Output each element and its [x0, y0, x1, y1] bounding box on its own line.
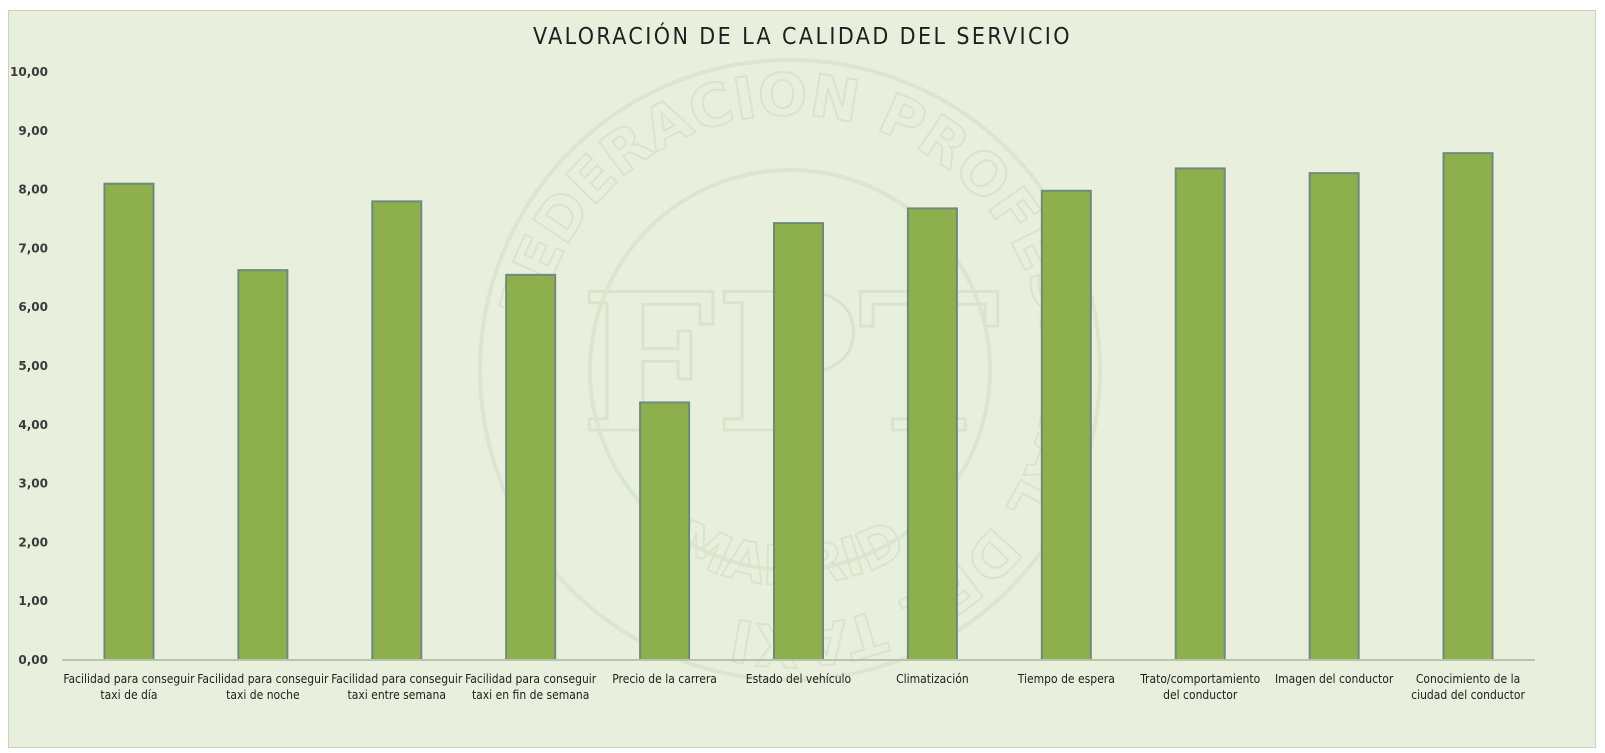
- y-tick-label: 3,00: [18, 477, 48, 491]
- x-tick-label: Tiempo de espera: [1017, 672, 1115, 686]
- x-tick-label: Facilidad para conseguir taxi de día: [63, 672, 195, 702]
- x-tick-label: Precio de la carrera: [612, 672, 717, 686]
- y-tick-label: 6,00: [18, 300, 48, 314]
- x-tick-label: Facilidad para conseguir taxi de noche: [197, 672, 329, 702]
- bar: [1174, 167, 1226, 661]
- x-tick-label: Trato/comportamiento del conductor: [1140, 672, 1261, 702]
- y-tick-label: 1,00: [18, 594, 48, 608]
- bar: [639, 401, 691, 661]
- y-tick-label: 2,00: [18, 535, 48, 549]
- y-tick-label: 5,00: [18, 359, 48, 373]
- x-tick-label: Imagen del conductor: [1274, 672, 1394, 686]
- y-tick-label: 8,00: [18, 183, 48, 197]
- y-tick-label: 7,00: [18, 241, 48, 255]
- x-tick-label: Facilidad para conseguir taxi en fin de …: [465, 672, 597, 702]
- bar: [773, 222, 824, 661]
- y-tick-label: 4,00: [18, 418, 48, 432]
- x-tick-label: Estado del vehículo: [745, 672, 852, 686]
- bar: [1308, 172, 1360, 662]
- bar: [1040, 189, 1092, 661]
- bar: [103, 182, 155, 661]
- x-tick-label: Facilidad para conseguir taxi entre sema…: [331, 672, 463, 702]
- y-axis: 0,00 1,00 2,00 3,00 4,00 5,00 6,00 7,00 8,00 9,00…: [10, 65, 48, 667]
- bar: [237, 269, 289, 661]
- bars: [103, 152, 1494, 662]
- x-tick-label: Conocimiento de la ciudad del conductor: [1411, 672, 1525, 702]
- bar: [1442, 152, 1494, 661]
- bar: [906, 207, 958, 662]
- y-tick-label: 9,00: [18, 124, 48, 138]
- bar: [505, 273, 557, 661]
- y-tick-label: 10,00: [10, 65, 48, 79]
- y-tick-label: 0,00: [18, 653, 48, 667]
- x-tick-label: Climatización: [896, 672, 969, 686]
- bar: [371, 200, 423, 662]
- chart-title: VALORACIÓN DE LA CALIDAD DEL SERVICIO: [533, 24, 1072, 50]
